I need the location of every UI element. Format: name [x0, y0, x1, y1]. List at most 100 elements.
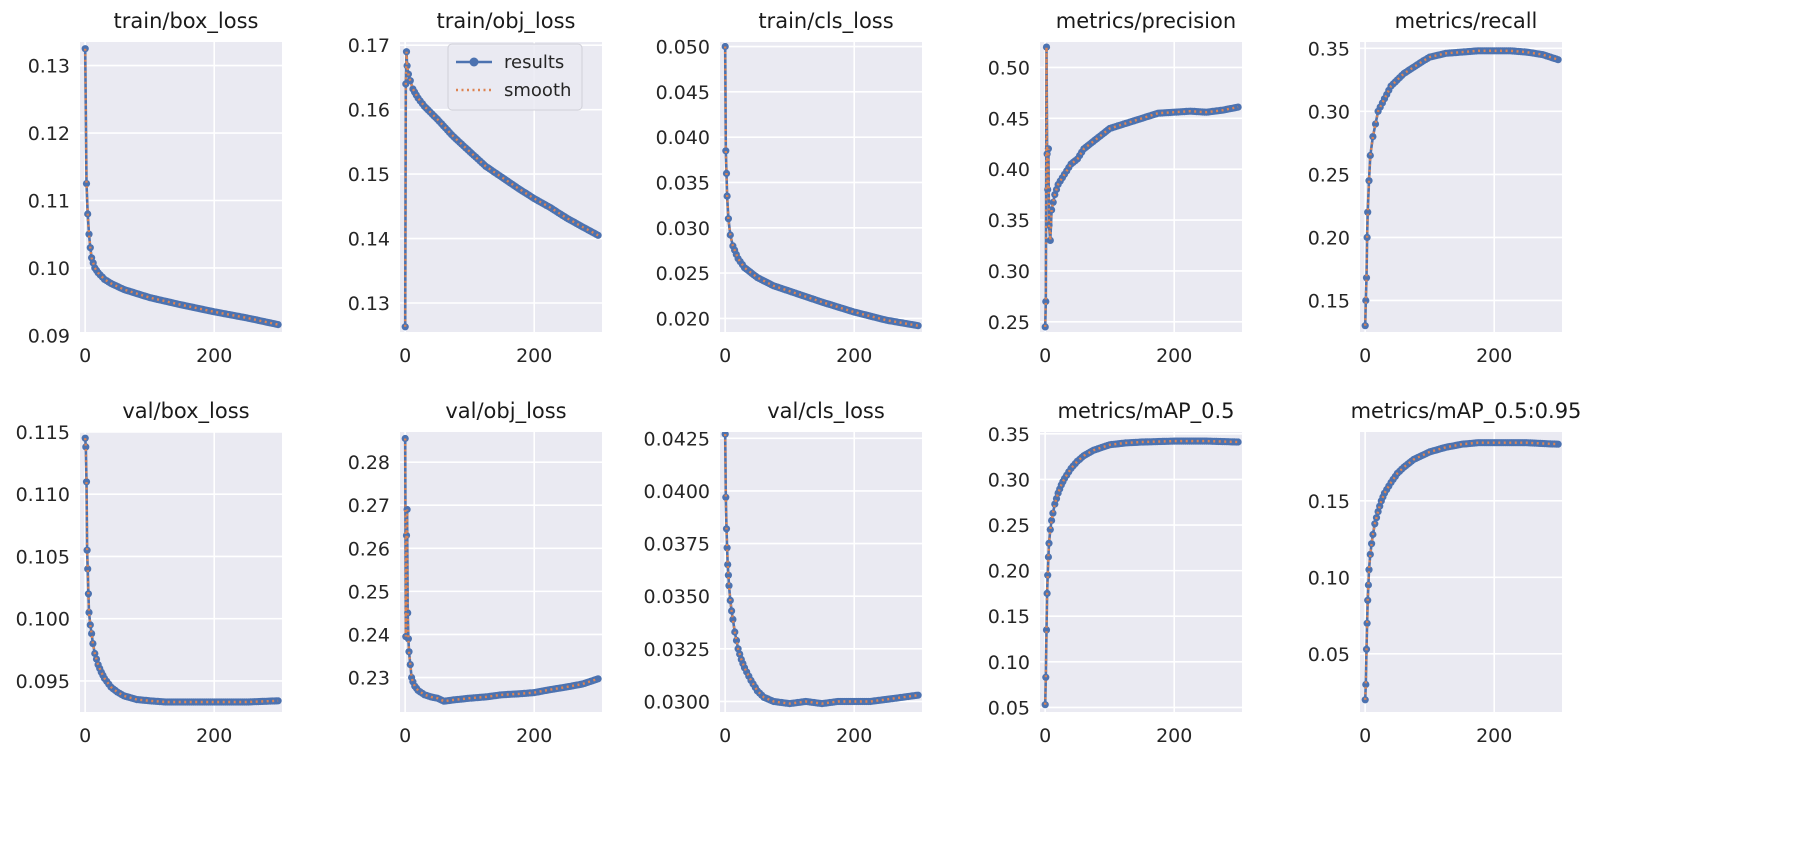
chart-train-obj-loss-series-group: [401, 48, 602, 331]
chart-metrics-map-0-5-0-95-results-point: [1368, 540, 1376, 548]
chart-val-box-loss-results-point: [84, 565, 92, 573]
chart-metrics-map-0-5-y-tick-label: 0.10: [988, 652, 1030, 674]
chart-train-box-loss-y-tick-label: 0.11: [28, 190, 70, 212]
chart-metrics-precision-y-tick-label: 0.35: [988, 210, 1030, 232]
chart-train-cls-loss-y-tick-label: 0.040: [656, 127, 710, 149]
chart-metrics-recall-y-tick-label: 0.25: [1308, 164, 1350, 186]
chart-val-cls-loss-y-tick-label: 0.0400: [644, 481, 710, 503]
chart-metrics-map-0-5: 0 200 0.05 0.10 0.15 0.20 0.25 0.30 0.35 metrics/…: [988, 399, 1242, 747]
chart-metrics-precision-x-tick-label: 0: [1039, 345, 1051, 367]
chart-val-cls-loss-results-point: [732, 636, 741, 645]
chart-val-cls-loss-y-tick-label: 0.0325: [644, 639, 710, 661]
chart-train-cls-loss-results-point: [722, 147, 730, 155]
chart-train-cls-loss-y-tick-label: 0.050: [656, 37, 710, 59]
chart-train-cls-loss-x-tick-label: 200: [836, 345, 872, 367]
chart-metrics-recall-results-point: [1369, 133, 1377, 141]
chart-metrics-map-0-5-0-95-results-point: [1554, 440, 1562, 448]
chart-metrics-recall-x-tick-label: 0: [1359, 345, 1371, 367]
chart-train-obj-loss-x-tick-label: 0: [399, 345, 411, 367]
chart-train-cls-loss-y-tick-label: 0.020: [656, 308, 710, 330]
chart-val-box-loss-results-point: [82, 443, 90, 451]
chart-metrics-map-0-5-results-point: [1041, 701, 1049, 709]
chart-train-obj-loss-title: train/obj_loss: [436, 9, 575, 34]
chart-metrics-map-0-5-0-95-y-tick-label: 0.05: [1308, 644, 1350, 666]
chart-val-cls-loss-results-point: [729, 615, 737, 624]
chart-metrics-map-0-5-results-point: [1044, 553, 1052, 561]
chart-metrics-map-0-5-0-95-results-point: [1361, 696, 1369, 704]
chart-metrics-map-0-5-results-point: [1044, 571, 1052, 579]
chart-train-cls-loss: 0 200 0.020 0.025 0.030 0.035 0.040 0.045 0.050 t…: [656, 9, 922, 367]
chart-metrics-map-0-5-y-tick-label: 0.30: [988, 469, 1030, 491]
chart-val-obj-loss-y-tick-label: 0.26: [348, 538, 390, 560]
chart-val-obj-loss-series-group: [401, 434, 602, 705]
chart-train-obj-loss-y-tick-label: 0.15: [348, 164, 390, 186]
chart-val-obj-loss: 0 200 0.23 0.24 0.25 0.26 0.27 0.28 val/obj_loss: [348, 399, 602, 747]
chart-metrics-recall-x-tick-label: 200: [1476, 345, 1512, 367]
chart-metrics-recall-y-tick-label: 0.15: [1308, 290, 1350, 312]
chart-val-box-loss-results-point: [85, 608, 93, 617]
chart-metrics-map-0-5-y-tick-label: 0.25: [988, 515, 1030, 537]
chart-metrics-map-0-5-0-95-results-point: [1364, 581, 1372, 589]
chart-train-obj-loss-legend-smooth-label: smooth: [504, 80, 571, 101]
chart-val-box-loss-results-point: [86, 621, 94, 629]
chart-metrics-map-0-5-y-tick-label: 0.05: [988, 697, 1030, 719]
chart-train-obj-loss: 0 200 0.13 0.14 0.15 0.16 0.17 train/obj_lossre…: [348, 9, 602, 367]
chart-metrics-recall-results-point: [1366, 151, 1374, 160]
chart-train-obj-loss-smooth-line: [404, 51, 599, 327]
chart-metrics-map-0-5-0-95-x-tick-label: 0: [1359, 725, 1371, 747]
chart-metrics-map-0-5-results-point: [1048, 516, 1056, 525]
chart-val-box-loss-y-tick-label: 0.115: [16, 422, 70, 444]
chart-val-cls-loss-results-point: [724, 561, 732, 569]
chart-train-box-loss-plot-area: [80, 42, 282, 332]
chart-metrics-map-0-5-y-tick-label: 0.35: [988, 424, 1030, 446]
chart-train-cls-loss-y-tick-label: 0.045: [656, 82, 710, 104]
chart-metrics-recall-results-point: [1362, 274, 1371, 282]
chart-train-obj-loss-x-tick-label: 200: [516, 345, 552, 367]
chart-val-cls-loss: 0 200 0.0300 0.0325 0.0350 0.0375 0.0400 0.0425…: [644, 399, 922, 747]
chart-metrics-map-0-5-x-tick-label: 200: [1156, 725, 1192, 747]
chart-val-cls-loss-x-tick-label: 0: [719, 725, 731, 747]
chart-val-cls-loss-results-point: [724, 571, 733, 579]
chart-val-cls-loss-x-tick-label: 200: [836, 725, 872, 747]
chart-metrics-map-0-5-results-point: [1042, 673, 1050, 681]
chart-metrics-map-0-5-0-95-results-point: [1366, 550, 1374, 559]
chart-metrics-recall-y-tick-label: 0.30: [1308, 101, 1350, 123]
chart-metrics-precision-y-tick-label: 0.50: [988, 57, 1030, 79]
chart-metrics-map-0-5-0-95-results-point: [1365, 566, 1373, 574]
chart-metrics-map-0-5-0-95-smooth-line: [1364, 441, 1559, 700]
chart-val-obj-loss-y-tick-label: 0.28: [348, 452, 390, 474]
chart-val-obj-loss-results-point: [404, 635, 412, 643]
chart-metrics-map-0-5-y-tick-label: 0.20: [988, 561, 1030, 583]
chart-val-box-loss: 0 200 0.095 0.100 0.105 0.110 0.115 val/box_los…: [16, 399, 282, 747]
chart-train-box-loss: 0 200 0.09 0.10 0.11 0.12 0.13 train/box_loss: [28, 9, 282, 367]
chart-train-obj-loss-y-tick-label: 0.14: [348, 229, 390, 251]
chart-val-cls-loss-series-group: [721, 432, 922, 708]
chart-val-obj-loss-results-point: [594, 675, 602, 683]
chart-metrics-map-0-5-0-95-results-point: [1362, 680, 1370, 689]
chart-val-box-loss-results-point: [89, 640, 97, 648]
chart-metrics-precision: 0 200 0.25 0.30 0.35 0.40 0.45 0.50 metrics/prec…: [988, 9, 1242, 367]
chart-val-box-loss-title: val/box_loss: [122, 399, 249, 424]
chart-train-cls-loss-plot-area: [720, 42, 922, 332]
chart-train-box-loss-x-tick-label: 200: [196, 345, 232, 367]
chart-metrics-precision-smooth-line: [1044, 47, 1239, 327]
chart-metrics-precision-results-point: [1042, 43, 1051, 51]
chart-metrics-recall-results-point: [1362, 296, 1370, 305]
chart-val-obj-loss-y-tick-label: 0.23: [348, 668, 390, 690]
chart-val-box-loss-y-tick-label: 0.095: [16, 671, 70, 693]
chart-val-cls-loss-results-point: [914, 691, 922, 699]
chart-train-obj-loss-legend: results smooth: [447, 43, 583, 111]
chart-metrics-precision-title: metrics/precision: [1056, 9, 1236, 33]
chart-metrics-map-0-5-results-point: [1051, 500, 1059, 508]
chart-val-box-loss-results-point: [83, 546, 91, 554]
chart-metrics-recall-plot-area: [1360, 42, 1562, 332]
chart-train-cls-loss-results-point: [914, 322, 922, 330]
chart-metrics-map-0-5-results-point: [1234, 438, 1242, 446]
chart-metrics-recall-results-point: [1371, 120, 1380, 128]
chart-metrics-precision-results-point: [1048, 206, 1056, 214]
chart-train-box-loss-y-tick-label: 0.13: [28, 56, 70, 78]
chart-val-obj-loss-results-point: [405, 648, 413, 656]
chart-train-obj-loss-legend-results-label: results: [504, 52, 564, 73]
chart-metrics-map-0-5-0-95-title: metrics/mAP_0.5:0.95: [1351, 399, 1582, 424]
